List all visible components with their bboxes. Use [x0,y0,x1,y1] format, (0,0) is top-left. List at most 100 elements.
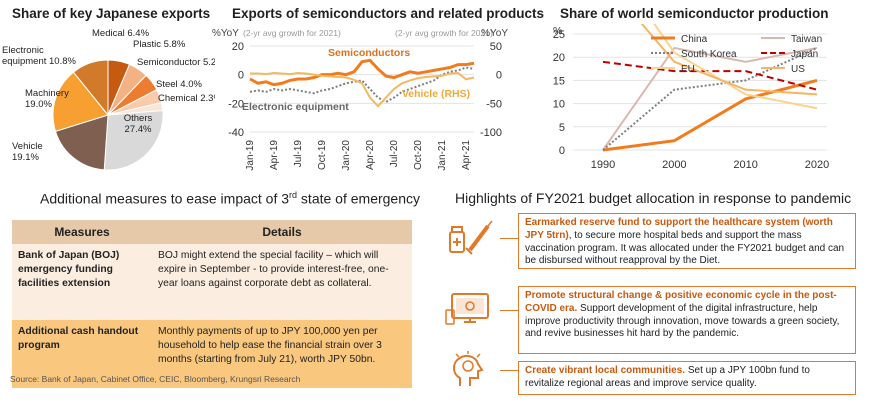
series-eu [653,24,818,110]
series-us [640,24,818,96]
series-japan [602,60,818,91]
series-label-electronic-equipment: Electronic equipment [242,101,349,113]
y-tick: 0 [559,145,565,157]
y-axis-label: % [553,25,562,37]
series-china [602,78,818,152]
highlight-box-local: Create vibrant local communities. Set up… [518,361,856,395]
pie-slice-machinery [52,71,109,132]
highlight-box-healthcare: Earmarked reserve fund to support the he… [518,213,856,269]
measures-title-text: Additional measures to ease impact of 3 [40,190,290,207]
x-tick: Jan-20 [341,140,352,171]
y-tick-right: 50 [490,41,502,53]
pie-label-line: equipment 10.8% [2,56,76,67]
highlight-lead: Create vibrant local communities. [525,365,686,376]
series-taiwan [602,46,818,151]
details-cell: Monthly payments of up to JPY 100,000 ye… [152,320,412,389]
pie-slice-electronic-equipment [72,59,109,117]
y-tick: 25 [553,29,565,41]
pie-slice-others [103,109,164,171]
world-share-line-chart: % 0 5 10 15 20 25 1990 2000 2010 2020 China Taiwan So… [553,24,829,171]
left-axis-label: %YoY [212,28,239,39]
pie-label-electronic-equipment: Electronic equipment 10.8% [2,45,76,67]
x-tick: 2020 [805,159,829,171]
pie-label-line: Others [124,113,153,124]
medicine-syringe-icon [449,220,493,255]
left-axis-note: (2-yr avg growth for 2021) [243,28,341,38]
x-tick: 2000 [662,159,686,171]
pie-label-line: Vehicle [12,141,43,152]
semis-title: Exports of semiconductors and related pr… [232,6,545,21]
y-tick: 15 [553,75,565,87]
legend-label: Taiwan [791,34,822,45]
x-tick: Apr-21 [461,140,472,170]
x-tick: Apr-19 [269,140,280,170]
exports-share-title: Share of key Japanese exports [12,6,211,21]
pie-label-plastic: Plastic 5.8% [133,39,186,50]
x-tick: 2010 [733,159,757,171]
highlight-connector [500,238,518,239]
x-tick: Oct-20 [413,140,424,170]
pie-label-steel: Steel 4.0% [156,79,202,90]
digital-devices-icon [445,293,489,325]
pie-label-vehicle: Vehicle 19.1% [12,141,43,163]
x-tick: Jul-20 [389,140,400,168]
pie-label-others: Others 27.4% [124,113,153,135]
pie-label-line: 19.1% [12,152,39,163]
pie-label-machinery: Machinery 19.0% [25,88,69,110]
highlight-lead: Earmarked reserve fund to support the he… [525,217,833,241]
source-note: Source: Bank of Japan, Cabinet Office, C… [10,374,301,384]
highlight-connector [500,310,518,311]
measures-title-text-end: state of emergency [297,190,420,207]
legend-label: South Korea [681,49,737,60]
measures-table: Measures Details Bank of Japan (BOJ) eme… [12,220,412,389]
pie-label-line: 27.4% [125,124,152,135]
series-electronic-equipment [249,66,475,104]
legend-label: EU [681,64,695,75]
highlight-lead: Promote structural change & positive eco… [525,290,837,314]
y-tick: 20 [553,52,565,64]
right-axis-label: %YoY [481,28,508,39]
header-details: Details [152,220,412,245]
y-tick-left: -20 [228,98,244,110]
right-axis-note: (2-yr avg growth for 2021) [395,28,493,38]
y-tick-right: -100 [480,127,502,139]
legend-label: Japan [791,49,818,60]
measure-cell: Additional cash handout program [12,320,152,389]
pie-label-line: 19.0% [25,99,52,110]
world-share-title: Share of world semiconductor production [560,6,829,21]
series-south-korea [602,47,818,151]
table-header-row: Measures Details [12,220,412,245]
y-tick: 5 [559,122,565,134]
y-tick-right: -50 [486,98,502,110]
table-row: Additional cash handout program Monthly … [12,320,412,389]
highlight-text: Set up a JPY 100bn fund to revitalize re… [525,365,810,389]
pie-label-chemical: Chemical 2.3% [158,93,215,104]
header-measures: Measures [12,220,152,245]
x-tick: Apr-20 [365,140,376,170]
pie-label-line: Electronic [2,45,44,56]
series-label-vehicle: Vehicle (RHS) [402,88,470,100]
y-tick-left: -40 [228,127,244,139]
pie-slice-vehicle [54,114,109,171]
y-tick-left: 20 [232,41,244,53]
series-semiconductors [249,58,475,87]
highlight-connector [500,370,518,371]
legend-label: US [791,64,805,75]
measures-title: Additional measures to ease impact of 3r… [40,190,420,207]
y-tick-right: 0 [496,70,502,82]
x-tick: Jul-19 [293,140,304,168]
exports-pie-chart: Medical 6.4%Plastic 5.8% Semiconductor 5.… [2,28,215,171]
series-label-semiconductors: Semiconductors [328,47,410,59]
x-tick: Jan-21 [437,140,448,171]
highlight-box-structural: Promote structural change & positive eco… [518,286,856,354]
details-cell: BOJ might extend the special facility – … [152,244,412,321]
measures-title-sup: rd [289,190,298,200]
measure-cell: Bank of Japan (BOJ) emergency funding fa… [12,244,152,321]
semis-line-chart: %YoY (2-yr avg growth for 2021) (2-yr avg … [212,28,508,171]
x-tick: 1990 [591,159,615,171]
budget-title: Highlights of FY2021 budget allocation i… [455,190,852,206]
pie-label-line: Machinery [25,88,69,99]
lightbulb-head-icon [453,351,484,386]
table-row: Bank of Japan (BOJ) emergency funding fa… [12,244,412,321]
pie-label-medical: Medical 6.4% [92,28,150,39]
